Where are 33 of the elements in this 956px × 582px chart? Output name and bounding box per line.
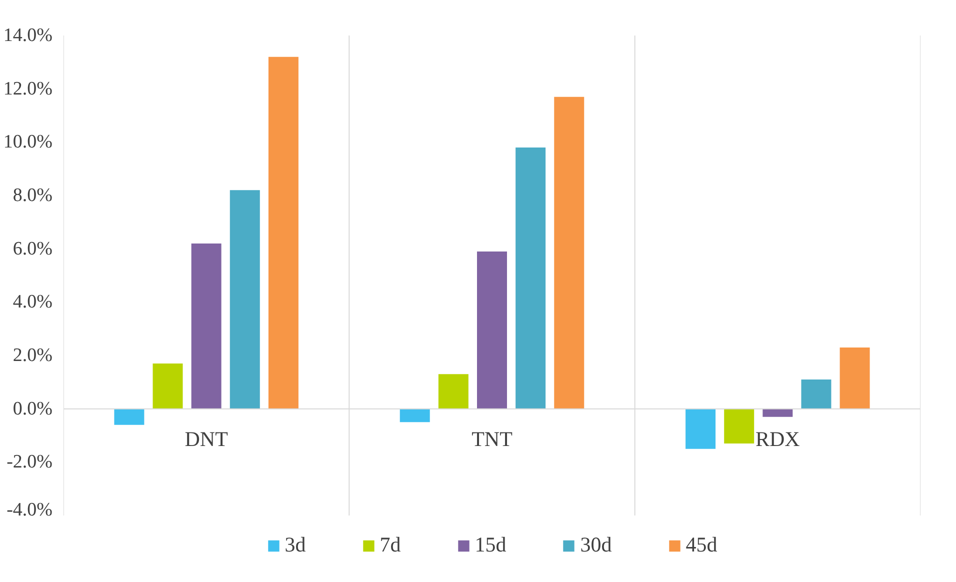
bar bbox=[438, 374, 468, 409]
y-tick-label: 4.0% bbox=[12, 292, 53, 313]
x-tick-label: RDX bbox=[756, 426, 800, 451]
legend-label: 3d bbox=[284, 532, 306, 558]
bar bbox=[477, 252, 507, 409]
bar bbox=[724, 408, 754, 444]
y-tick-label: 0.0% bbox=[12, 398, 53, 420]
bar bbox=[191, 244, 222, 409]
y-tick-label: 10.0% bbox=[3, 132, 53, 153]
y-tick-label: 12.0% bbox=[3, 78, 53, 100]
y-tick-label: 2.0% bbox=[12, 345, 53, 366]
y-tick-label: 8.0% bbox=[12, 185, 53, 206]
x-tick-label: TNT bbox=[472, 426, 513, 451]
bar bbox=[762, 408, 793, 417]
bar bbox=[114, 408, 144, 425]
bar bbox=[516, 148, 546, 409]
y-tick-label: -2.0% bbox=[6, 452, 53, 473]
legend-label: 30d bbox=[580, 532, 612, 558]
bar bbox=[230, 190, 260, 409]
bar bbox=[686, 408, 716, 449]
y-tick-label: 6.0% bbox=[12, 238, 53, 260]
bar bbox=[554, 96, 584, 409]
bar bbox=[152, 364, 183, 409]
y-tick-label: -4.0% bbox=[6, 500, 53, 520]
legend-label: 45d bbox=[686, 532, 718, 558]
bar bbox=[801, 380, 832, 409]
x-tick-label: DNT bbox=[184, 426, 228, 451]
legend-label: 7d bbox=[380, 532, 401, 558]
legend-label: 15d bbox=[474, 532, 506, 558]
bar bbox=[840, 348, 870, 409]
y-tick-label: 14.0% bbox=[3, 25, 53, 46]
bar bbox=[268, 56, 298, 409]
bar bbox=[400, 408, 430, 422]
